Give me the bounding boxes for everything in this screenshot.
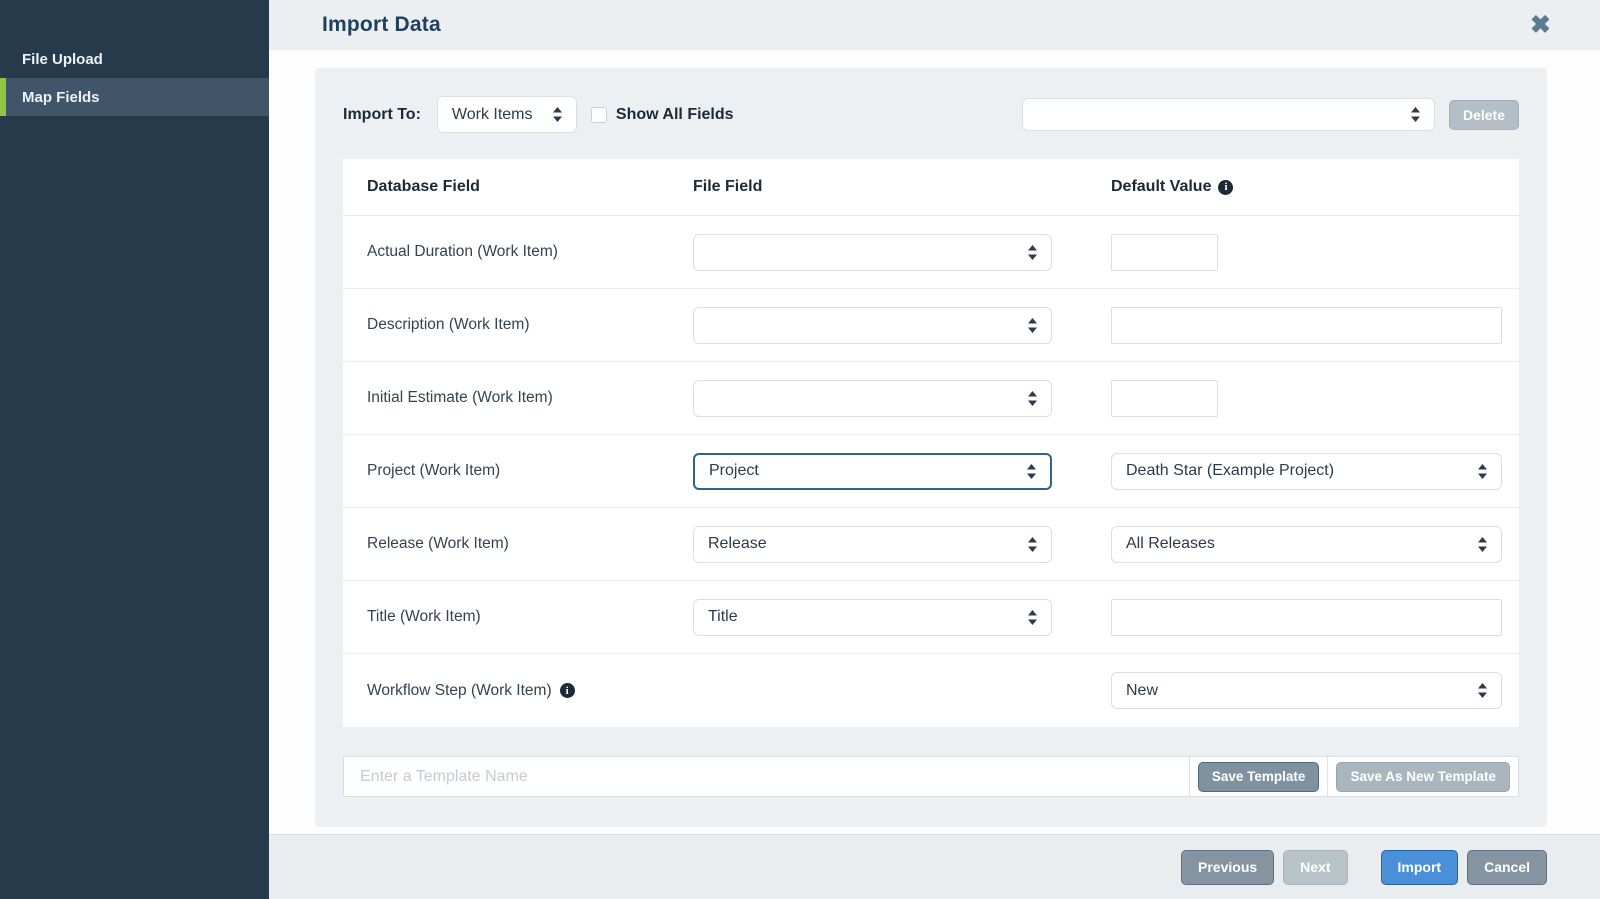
import-to-label: Import To: [343,105,421,123]
select-stepper-icon [1028,317,1037,333]
file-field-select[interactable] [693,306,1052,344]
column-header-file-field: File Field [693,178,763,195]
table-row: Title (Work Item) Title [343,581,1519,654]
main-area: Import Data ✖ Import To: Work Items Show… [269,0,1600,899]
database-field-label: Project (Work Item) [367,462,501,479]
database-field-label: Release (Work Item) [367,535,509,552]
save-as-new-template-button[interactable]: Save As New Template [1336,761,1510,792]
close-button[interactable]: ✖ [1528,10,1553,39]
sidebar-item-map-fields[interactable]: Map Fields [0,78,269,116]
default-value-select[interactable]: All Releases [1111,525,1502,563]
info-icon[interactable]: i [1218,179,1234,195]
sidebar-item-file-upload[interactable]: File Upload [0,40,269,78]
previous-button[interactable]: Previous [1181,849,1275,885]
sidebar-item-label: File Upload [22,50,103,68]
show-all-fields-label: Show All Fields [615,105,734,123]
import-to-select[interactable]: Work Items [436,96,577,133]
table-header-row: Database Field File Field Default Value … [343,159,1519,216]
cancel-button[interactable]: Cancel [1467,849,1547,885]
select-stepper-icon [1478,683,1487,698]
default-value-input[interactable] [1111,233,1218,271]
table-row: Description (Work Item) [343,289,1519,362]
delete-template-button[interactable]: Delete [1448,99,1519,130]
toolbar: Import To: Work Items Show All Fields De… [343,96,1519,133]
default-value-select[interactable]: New [1111,672,1502,709]
dialog-content: Import To: Work Items Show All Fields De… [269,50,1600,834]
save-template-cell: Save Template [1188,757,1328,796]
info-icon[interactable]: i [559,683,575,698]
save-as-new-template-cell: Save As New Template [1327,757,1518,796]
select-stepper-icon [1410,107,1420,122]
file-field-select[interactable] [693,379,1052,417]
table-row: Actual Duration (Work Item) [343,216,1519,289]
select-stepper-icon [1028,390,1037,406]
dialog-header: Import Data ✖ [269,0,1600,50]
import-to-select-value: Work Items [451,105,533,123]
template-select[interactable] [1021,98,1435,131]
field-mapping-table: Database Field File Field Default Value … [343,159,1519,727]
close-icon: ✖ [1530,10,1551,39]
dialog-footer: Previous Next Import Cancel [269,834,1600,899]
select-stepper-icon [1027,463,1036,479]
database-field-label: Initial Estimate (Work Item) [367,389,553,406]
page-title: Import Data [322,13,441,36]
sidebar: File Upload Map Fields [0,0,269,899]
file-field-select[interactable]: Title [693,598,1052,636]
column-header-default-value: Default Value i [1111,178,1499,196]
default-value-select[interactable]: Death Star (Example Project) [1111,452,1502,490]
table-row: Release (Work Item) Release All Releases [343,508,1519,581]
show-all-fields-checkbox[interactable] [590,106,607,123]
default-value-input[interactable] [1111,379,1218,417]
sidebar-item-label: Map Fields [22,88,100,106]
database-field-label: Description (Work Item) [367,316,530,333]
next-button[interactable]: Next [1283,849,1348,885]
table-row: Initial Estimate (Work Item) [343,362,1519,435]
file-field-select[interactable]: Project [693,452,1052,490]
column-header-database-field: Database Field [367,178,480,195]
database-field-label: Title (Work Item) [367,608,481,625]
save-template-button[interactable]: Save Template [1197,761,1320,792]
select-stepper-icon [1028,609,1037,625]
select-stepper-icon [1028,244,1037,260]
template-name-input[interactable] [344,757,1189,796]
database-field-label: Workflow Step (Work Item) i [367,682,693,700]
select-stepper-icon [1478,536,1487,552]
map-fields-panel: Import To: Work Items Show All Fields De… [315,68,1547,827]
default-value-input[interactable] [1111,306,1502,344]
select-stepper-icon [1478,463,1487,479]
import-button[interactable]: Import [1380,849,1459,885]
file-field-select[interactable] [693,233,1052,271]
database-field-label: Actual Duration (Work Item) [367,243,558,260]
table-row: Project (Work Item) Project Death Star (… [343,435,1519,508]
file-field-select[interactable]: Release [693,525,1052,563]
table-row: Workflow Step (Work Item) i New [343,654,1519,727]
select-stepper-icon [552,107,562,122]
default-value-input[interactable] [1111,598,1502,636]
select-stepper-icon [1028,536,1037,552]
active-accent-bar [0,78,6,116]
template-bar: Save Template Save As New Template [343,756,1519,797]
